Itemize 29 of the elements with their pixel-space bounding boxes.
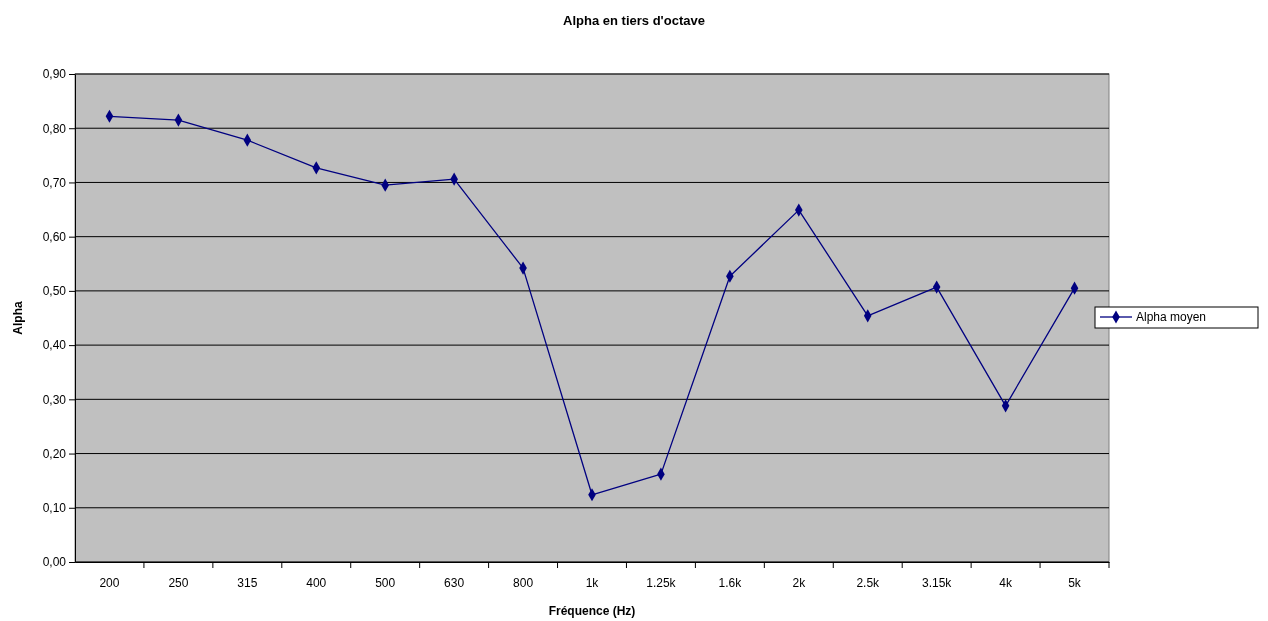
y-tick-label: 0,00 xyxy=(42,555,67,570)
x-axis-title: Fréquence (Hz) xyxy=(548,604,636,618)
x-tick-label: 200 xyxy=(99,575,120,590)
x-tick-label: 5k xyxy=(1068,575,1082,590)
x-tick-label: 800 xyxy=(513,575,534,590)
x-tick-label: 1.6k xyxy=(718,575,743,590)
x-tick-label: 400 xyxy=(306,575,327,590)
x-tick-label: 2k xyxy=(792,575,807,590)
x-tick-label: 315 xyxy=(237,575,258,590)
x-tick-label: 1k xyxy=(585,575,600,590)
y-tick-label: 0,60 xyxy=(42,230,67,245)
x-tick-label: 2.5k xyxy=(856,575,881,590)
y-tick-label: 0,80 xyxy=(42,121,67,136)
x-tick-label: 630 xyxy=(444,575,465,590)
y-tick-label: 0,90 xyxy=(42,67,67,82)
y-tick-label: 0,50 xyxy=(42,284,67,299)
y-tick-label: 0,10 xyxy=(42,501,67,516)
y-tick-label: 0,40 xyxy=(42,338,67,353)
x-tick-label: 250 xyxy=(168,575,189,590)
y-tick-label: 0,20 xyxy=(42,446,67,461)
x-tick-label: 1.25k xyxy=(646,575,677,590)
y-axis-title: Alpha xyxy=(11,301,25,335)
y-tick-label: 0,70 xyxy=(42,175,67,190)
x-tick-label: 500 xyxy=(375,575,396,590)
legend-label: Alpha moyen xyxy=(1136,310,1207,324)
chart-title: Alpha en tiers d'octave xyxy=(563,13,705,28)
y-tick-label: 0,30 xyxy=(42,392,67,407)
x-tick-label: 3.15k xyxy=(921,575,953,590)
x-tick-label: 4k xyxy=(999,575,1013,590)
